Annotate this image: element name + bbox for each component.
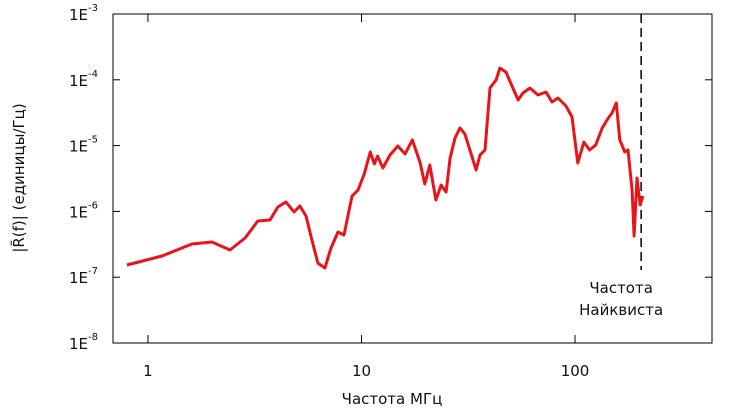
y-tick-label: 1E-8 (69, 332, 98, 353)
y-tick-exponent: -7 (88, 266, 98, 277)
x-tick-label: 10 (352, 362, 371, 380)
x-tick-label: 1 (143, 362, 153, 380)
y-tick-base: 1E (69, 138, 88, 156)
y-tick-exponent: -8 (88, 332, 98, 343)
y-tick-base: 1E (69, 203, 88, 221)
y-tick-exponent: -6 (88, 200, 98, 211)
y-tick-base: 1E (69, 72, 88, 90)
x-tick-label: 100 (561, 362, 590, 380)
data-line (126, 66, 645, 270)
annotation: Найквиста (579, 301, 663, 319)
y-tick-label: 1E-6 (69, 200, 98, 221)
y-tick-label: 1E-5 (69, 135, 98, 156)
y-tick-base: 1E (69, 6, 88, 24)
y-tick-base: 1E (69, 335, 88, 353)
y-tick-label: 1E-3 (69, 3, 98, 24)
y-tick-exponent: -3 (88, 3, 98, 14)
y-tick-label: 1E-4 (69, 69, 98, 90)
annotation: Частота (589, 279, 653, 297)
x-axis-title: Частота МГц (342, 390, 443, 408)
y-tick-base: 1E (69, 269, 88, 287)
y-axis-title: |R̃(f)| (единицы/Гц) (9, 103, 28, 252)
plot-frame (112, 13, 713, 344)
y-tick-exponent: -4 (88, 69, 98, 80)
y-tick-exponent: -5 (88, 135, 98, 146)
y-tick-label: 1E-7 (69, 266, 98, 287)
